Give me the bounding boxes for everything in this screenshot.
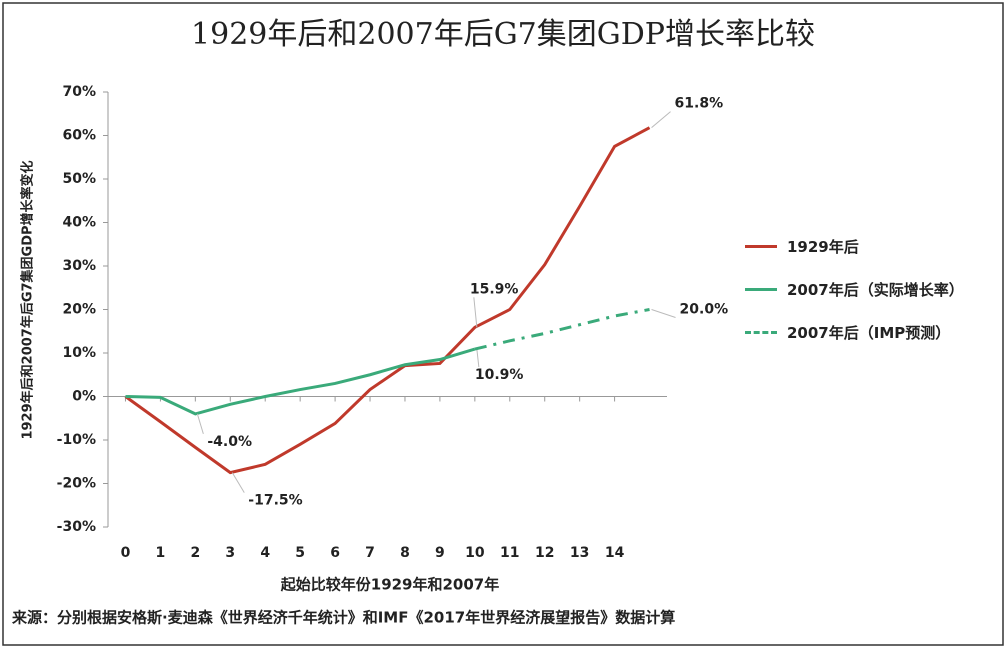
y-tick-label: 60% (62, 128, 96, 144)
x-tick-label: 3 (225, 545, 235, 561)
data-label: 10.9% (475, 367, 524, 383)
y-tick-label: 20% (62, 302, 96, 318)
series-line (125, 347, 476, 416)
y-tick-label: 0% (72, 389, 96, 405)
legend-item: 2007年后（IMP预测） (745, 322, 990, 343)
data-label: -4.0% (207, 434, 252, 450)
legend-item: 1929年后 (745, 236, 990, 257)
data-label: 61.8% (675, 96, 724, 112)
data-label: 20.0% (680, 302, 729, 318)
y-tick-label: 50% (62, 171, 96, 187)
legend: 1929年后 2007年后（实际增长率） 2007年后（IMP预测） (745, 236, 990, 365)
x-tick-label: 5 (295, 545, 305, 561)
label-leader (231, 472, 245, 493)
x-tick-label: 14 (605, 545, 625, 561)
x-tick-label: 13 (570, 545, 589, 561)
legend-label: 2007年后（IMP预测） (787, 324, 951, 342)
x-tick-label: 1 (156, 545, 166, 561)
x-tick-label: 2 (190, 545, 200, 561)
x-tick-label: 4 (260, 545, 270, 561)
legend-swatch (745, 331, 777, 334)
legend-item: 2007年后（实际增长率） (745, 279, 990, 300)
x-tick-label: 11 (500, 545, 519, 561)
y-axis-label: 1929年后和2007年后G7集团GDP增长率变化 (20, 160, 36, 439)
label-leader (196, 413, 204, 435)
series-line (124, 126, 651, 475)
y-tick-label: -30% (57, 519, 96, 535)
legend-swatch (745, 288, 777, 291)
label-leader (651, 309, 676, 318)
y-tick-label: 70% (62, 84, 96, 100)
legend-label: 2007年后（实际增长率） (787, 281, 964, 299)
x-tick-label: 7 (365, 545, 375, 561)
y-tick-label: 10% (62, 345, 96, 361)
label-leader (651, 111, 671, 129)
y-tick-label: 40% (62, 215, 96, 231)
label-leader (473, 297, 478, 328)
data-label: -17.5% (248, 493, 302, 509)
x-tick-label: 10 (465, 545, 485, 561)
data-label: 15.9% (470, 281, 519, 297)
x-tick-label: 8 (400, 545, 410, 561)
label-leader (476, 349, 480, 368)
source-note: 来源：分别根据安格斯·麦迪森《世界经济千年统计》和IMF《2017年世界经济展望… (11, 609, 675, 627)
x-axis-label: 起始比较年份1929年和2007年 (280, 576, 500, 594)
y-tick-label: -20% (57, 476, 96, 492)
x-tick-label: 6 (330, 545, 340, 561)
series-line (474, 308, 650, 351)
x-tick-label: 9 (435, 545, 445, 561)
legend-swatch (745, 245, 777, 248)
y-tick-label: -10% (57, 432, 96, 448)
chart-title: 1929年后和2007年后G7集团GDP增长率比较 (191, 17, 815, 52)
x-tick-label: 0 (121, 545, 131, 561)
x-tick-label: 12 (535, 545, 554, 561)
y-tick-label: 30% (62, 258, 96, 274)
legend-label: 1929年后 (787, 238, 859, 256)
